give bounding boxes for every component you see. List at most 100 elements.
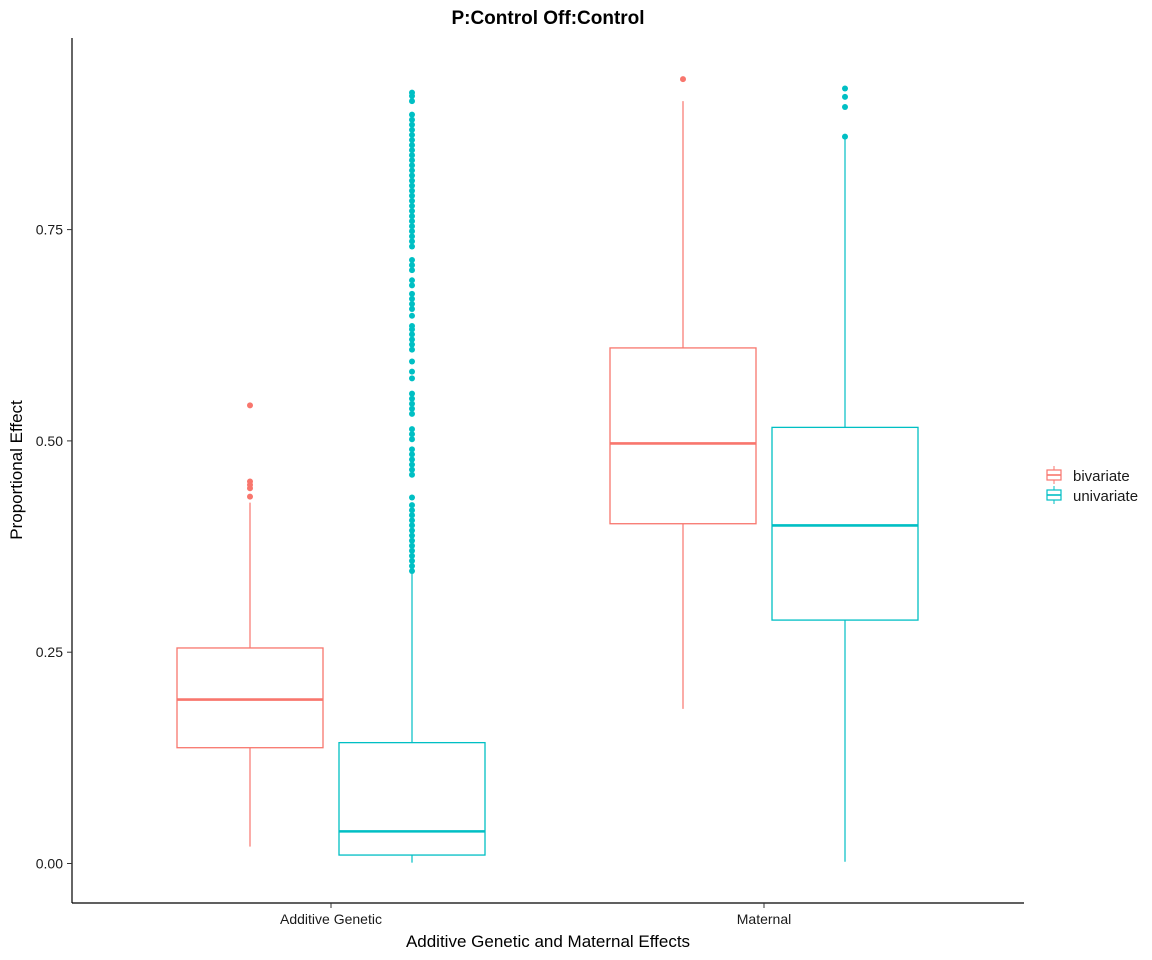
outlier-point: [409, 290, 415, 297]
outlier-point: [842, 93, 848, 100]
x-tick-label: Additive Genetic: [280, 911, 382, 927]
outlier-point: [409, 121, 415, 128]
plot-area: [176, 76, 919, 863]
outlier-point: [409, 208, 415, 215]
outlier-point: [409, 187, 415, 194]
outlier-point: [409, 322, 415, 329]
outlier-point: [409, 267, 415, 274]
outlier-point: [409, 431, 415, 438]
outlier-point: [409, 126, 415, 133]
outlier-point: [409, 568, 415, 575]
outlier-point: [409, 218, 415, 225]
outlier-point: [409, 177, 415, 184]
outlier-point: [842, 85, 848, 92]
outlier-point: [409, 451, 415, 458]
outlier-point: [409, 368, 415, 375]
box-univariate-maternal: [771, 85, 919, 862]
legend-label: bivariate: [1073, 468, 1130, 485]
outlier-point: [409, 295, 415, 302]
y-tick-label: 0.75: [36, 222, 63, 238]
outlier-point: [247, 402, 253, 409]
y-tick-label: 0.25: [36, 644, 63, 660]
outlier-point: [409, 202, 415, 209]
outlier-point: [409, 162, 415, 169]
outlier-point: [409, 228, 415, 235]
outlier-point: [409, 547, 415, 554]
outlier-point: [409, 542, 415, 549]
outlier-point: [409, 257, 415, 264]
outlier-point: [409, 213, 415, 220]
outlier-point: [409, 562, 415, 569]
x-tick-label: Maternal: [737, 911, 791, 927]
outlier-point: [409, 410, 415, 417]
outlier-point: [409, 390, 415, 397]
outlier-point: [409, 532, 415, 539]
outlier-point: [409, 527, 415, 534]
box-univariate-additive-genetic: [338, 89, 486, 863]
outlier-point: [409, 405, 415, 412]
outlier-point: [409, 346, 415, 353]
outlier-point: [409, 537, 415, 544]
outlier-point: [409, 152, 415, 159]
outlier-point: [409, 192, 415, 199]
outlier-point: [409, 89, 415, 96]
outlier-point: [409, 552, 415, 559]
box-iqr: [771, 426, 919, 621]
outlier-point: [409, 137, 415, 144]
outlier-point: [409, 243, 415, 250]
outlier-point: [409, 331, 415, 338]
outlier-point: [247, 478, 253, 485]
y-axis-title: Proportional Effect: [7, 400, 26, 540]
outlier-point: [409, 306, 415, 313]
outlier-point: [680, 76, 686, 83]
box-iqr: [609, 347, 757, 525]
outlier-point: [409, 456, 415, 463]
outlier-point: [409, 312, 415, 319]
outlier-point: [409, 461, 415, 468]
outlier-point: [409, 471, 415, 478]
legend-item-bivariate: bivariate: [1046, 466, 1130, 485]
outlier-point: [409, 98, 415, 105]
outlier-point: [409, 494, 415, 501]
outlier-point: [409, 111, 415, 118]
outlier-point: [409, 233, 415, 240]
outlier-point: [409, 197, 415, 204]
outlier-point: [409, 502, 415, 509]
legend: bivariate univariate: [1046, 466, 1138, 505]
outlier-point: [409, 116, 415, 123]
outlier-point: [409, 466, 415, 473]
outlier-point: [409, 375, 415, 382]
outlier-point: [409, 223, 415, 230]
outlier-point: [409, 512, 415, 519]
outlier-point: [409, 436, 415, 443]
outlier-point: [842, 133, 848, 140]
legend-label: univariate: [1073, 488, 1138, 505]
outlier-point: [409, 147, 415, 154]
x-axis-title: Additive Genetic and Maternal Effects: [406, 932, 690, 951]
box-iqr: [176, 647, 324, 749]
outlier-point: [409, 341, 415, 348]
outlier-point: [409, 426, 415, 433]
axes: 0.00 0.25 0.50 0.75 Additive Genetic Maternal: [36, 38, 1024, 927]
outlier-point: [409, 557, 415, 564]
outlier-point: [409, 400, 415, 407]
box-iqr: [338, 741, 486, 856]
box-bivariate-maternal: [609, 76, 757, 709]
legend-item-univariate: univariate: [1046, 486, 1138, 505]
y-tick-label: 0.50: [36, 433, 63, 449]
outlier-point: [247, 493, 253, 500]
outlier-point: [409, 131, 415, 138]
chart-title: P:Control Off:Control: [451, 8, 644, 29]
outlier-point: [409, 172, 415, 179]
outlier-point: [409, 522, 415, 529]
outlier-point: [409, 358, 415, 365]
outlier-point: [409, 238, 415, 245]
outlier-point: [409, 300, 415, 307]
outlier-point: [409, 446, 415, 453]
outlier-point: [409, 157, 415, 164]
outlier-point: [409, 507, 415, 514]
y-tick-label: 0.00: [36, 856, 63, 872]
outlier-point: [409, 395, 415, 402]
